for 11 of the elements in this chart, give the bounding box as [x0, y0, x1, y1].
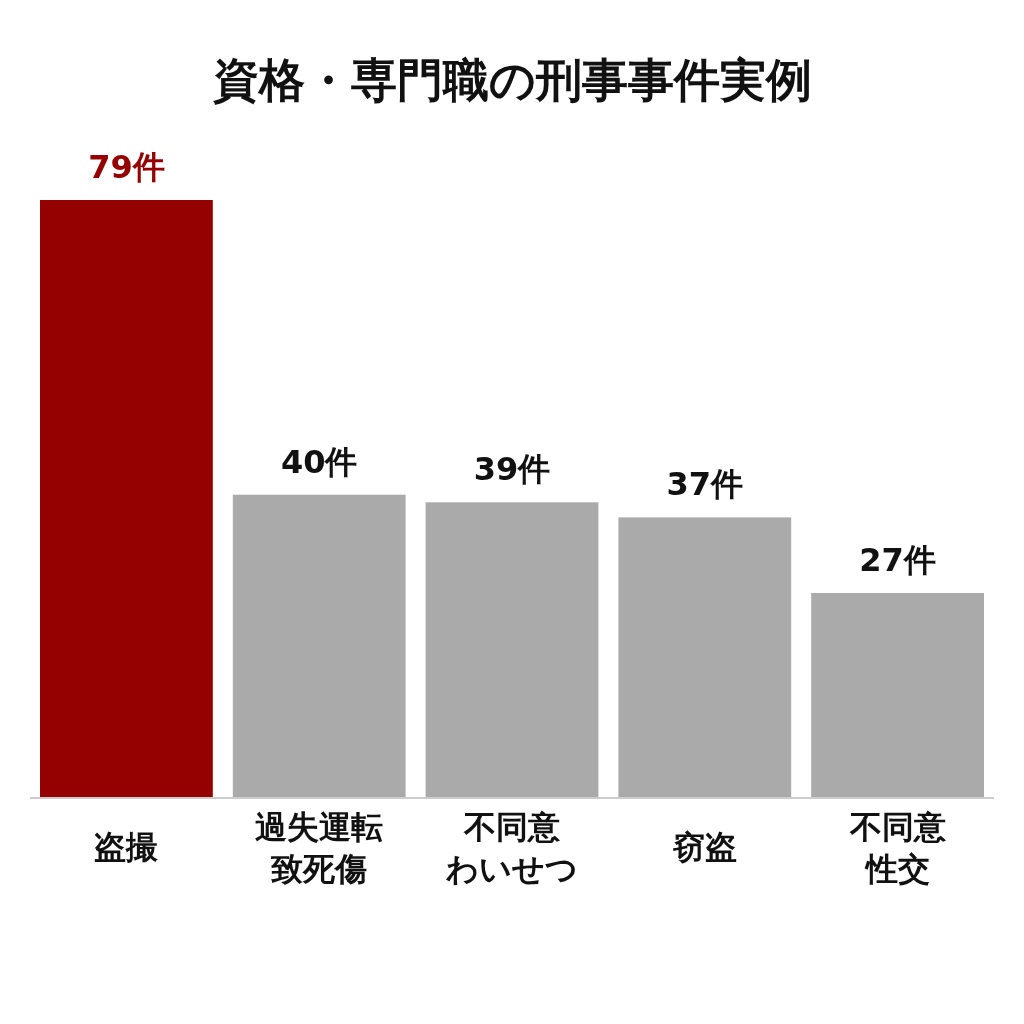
x-tick-label: 窃盗: [671, 828, 737, 866]
x-tick-label: 盗撮: [94, 828, 159, 866]
data-label: 39件: [473, 450, 551, 489]
x-tick-label: 不同意わいせつ: [446, 808, 578, 888]
data-label: 40件: [280, 442, 358, 481]
data-label: 27件: [859, 540, 936, 579]
data-label: 37件: [666, 465, 744, 504]
x-tick-label: 過失運転致死傷: [255, 808, 384, 888]
x-tick-label: 不同意性交: [848, 808, 947, 888]
chart-title: 資格・専門職の刑事事件実例: [212, 53, 812, 107]
data-label: 79件: [88, 148, 165, 186]
